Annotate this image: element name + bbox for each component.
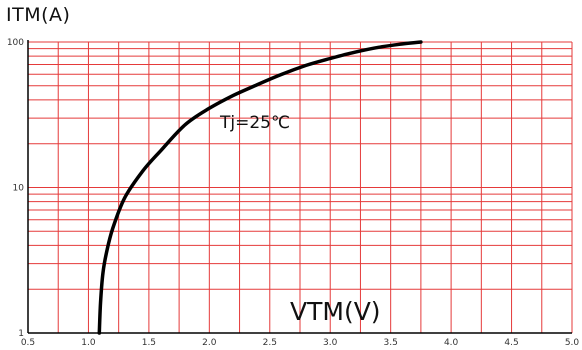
curve-layer (97, 40, 423, 335)
x-tick-label: 2.0 (202, 338, 217, 348)
y-tick-label: 10 (13, 184, 25, 194)
y-tick-label: 1 (18, 329, 24, 339)
y-axis-label: ITM(A) (6, 4, 71, 26)
x-tick-label: 3.0 (323, 338, 338, 348)
x-tick-label: 1.5 (142, 338, 156, 348)
x-tick-label: 1.0 (81, 338, 96, 348)
vtm-itm-curve (97, 40, 423, 335)
x-tick-label: 0.5 (21, 338, 35, 348)
temperature-annotation: Tj=25℃ (219, 113, 290, 133)
x-tick-label: 2.5 (263, 338, 277, 348)
axes (27, 40, 572, 334)
x-tick-label: 4.5 (504, 338, 518, 348)
x-tick-label: 3.5 (384, 338, 398, 348)
tick-labels: 0.5 1.0 1.5 2.0 2.5 3.0 3.5 4.0 4.5 5.0 1 10 100 (7, 38, 580, 348)
x-tick-label: 5.0 (565, 338, 580, 348)
x-tick-label: 4.0 (444, 338, 459, 348)
y-tick-label: 100 (7, 38, 24, 48)
x-axis-label: VTM(V) (290, 297, 381, 326)
grid (27, 41, 573, 334)
